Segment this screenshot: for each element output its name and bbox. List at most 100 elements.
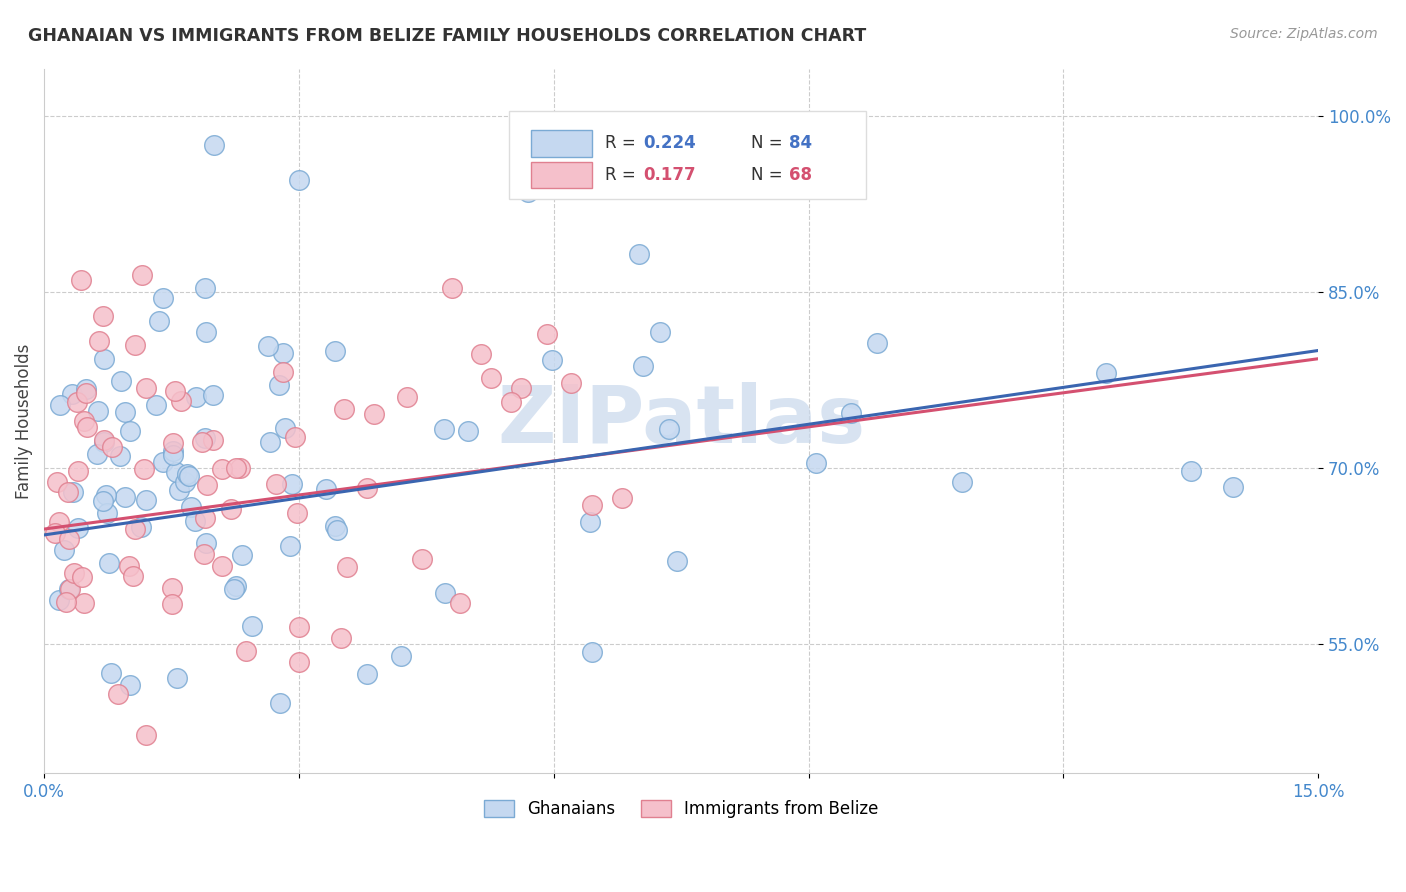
Point: [284, 430, 307, 444]
Point: [193, 547, 215, 561]
Point: [194, 535, 217, 549]
Point: [470, 347, 492, 361]
Point: [631, 359, 654, 374]
Point: [271, 365, 294, 379]
Point: [581, 645, 603, 659]
Point: [326, 523, 349, 537]
Point: [1180, 464, 1202, 478]
Point: [211, 558, 233, 573]
Point: [240, 619, 263, 633]
Point: [101, 440, 124, 454]
Point: [67, 464, 90, 478]
Point: [75, 382, 97, 396]
Point: [389, 648, 412, 663]
Text: R =: R =: [605, 166, 641, 184]
Point: [97, 556, 120, 570]
Point: [278, 539, 301, 553]
Point: [411, 552, 433, 566]
Text: N =: N =: [751, 134, 789, 153]
Point: [184, 515, 207, 529]
Point: [148, 314, 170, 328]
Point: [440, 281, 463, 295]
Text: ZIPatlas: ZIPatlas: [498, 382, 865, 460]
Point: [52, 543, 75, 558]
Point: [479, 371, 502, 385]
Point: [58, 532, 80, 546]
Point: [93, 433, 115, 447]
Point: [66, 520, 89, 534]
Point: [135, 381, 157, 395]
Point: [211, 461, 233, 475]
Point: [59, 582, 82, 596]
Point: [45, 475, 67, 489]
Point: [225, 460, 247, 475]
Point: [195, 326, 218, 340]
Point: [91, 309, 114, 323]
Point: [135, 728, 157, 742]
Point: [118, 559, 141, 574]
Point: [179, 468, 201, 483]
Point: [336, 560, 359, 574]
Point: [48, 515, 70, 529]
Point: [94, 488, 117, 502]
Text: R =: R =: [605, 134, 641, 153]
Point: [76, 420, 98, 434]
Point: [434, 586, 457, 600]
FancyBboxPatch shape: [509, 111, 866, 199]
FancyBboxPatch shape: [531, 161, 592, 188]
Point: [288, 655, 311, 669]
Text: 84: 84: [790, 134, 813, 153]
Point: [73, 414, 96, 428]
Point: [285, 506, 308, 520]
Point: [536, 326, 558, 341]
Point: [49, 398, 72, 412]
Point: [267, 378, 290, 392]
Point: [325, 344, 347, 359]
Point: [114, 491, 136, 505]
Point: [581, 498, 603, 512]
Point: [114, 405, 136, 419]
Point: [194, 281, 217, 295]
Point: [55, 595, 77, 609]
Point: [174, 475, 197, 490]
Point: [610, 491, 633, 505]
Point: [160, 582, 183, 596]
Point: [274, 421, 297, 435]
Point: [228, 461, 250, 475]
Point: [58, 582, 80, 596]
Point: [44, 525, 66, 540]
Point: [194, 511, 217, 525]
Point: [162, 444, 184, 458]
Point: [323, 518, 346, 533]
Y-axis label: Family Households: Family Households: [15, 343, 32, 499]
Point: [73, 596, 96, 610]
Point: [87, 334, 110, 348]
Text: 0.177: 0.177: [643, 166, 696, 184]
Point: [129, 520, 152, 534]
Point: [96, 506, 118, 520]
Point: [91, 494, 114, 508]
Point: [356, 666, 378, 681]
Point: [509, 381, 531, 395]
Point: [93, 351, 115, 366]
Point: [124, 522, 146, 536]
Point: [62, 566, 84, 580]
Point: [332, 401, 354, 416]
Legend: Ghanaians, Immigrants from Belize: Ghanaians, Immigrants from Belize: [478, 794, 884, 825]
Point: [131, 268, 153, 282]
Point: [118, 678, 141, 692]
Point: [62, 485, 84, 500]
Point: [280, 476, 302, 491]
Point: [100, 666, 122, 681]
Point: [202, 137, 225, 152]
Point: [162, 449, 184, 463]
Point: [107, 687, 129, 701]
Point: [627, 246, 650, 260]
Point: [118, 424, 141, 438]
Point: [648, 326, 671, 340]
Point: [66, 395, 89, 409]
Point: [165, 384, 187, 398]
Point: [170, 394, 193, 409]
Point: [152, 455, 174, 469]
Point: [60, 387, 83, 401]
